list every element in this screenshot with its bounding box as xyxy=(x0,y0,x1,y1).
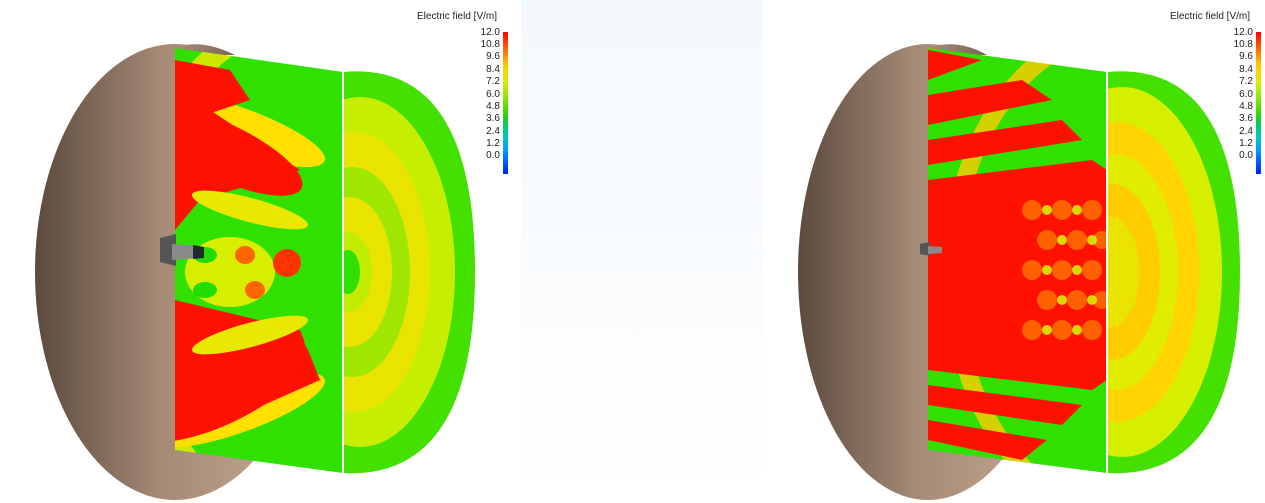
feed-horn xyxy=(920,242,942,256)
field-plot-left: Electric field [V/m] 12.0 10.8 9.6 8.4 7… xyxy=(0,0,521,503)
field-render-right xyxy=(798,44,1240,500)
tick-label: 3.6 xyxy=(1239,113,1253,124)
tick-label: 7.2 xyxy=(1239,76,1253,87)
tick-label: 9.6 xyxy=(486,51,500,62)
tick-label: 4.8 xyxy=(1239,101,1253,112)
feed-horn xyxy=(160,234,204,266)
tick-label: 1.2 xyxy=(486,138,500,149)
tick-label: 6.0 xyxy=(486,89,500,100)
tick-label: 8.4 xyxy=(1239,64,1253,75)
colorbar xyxy=(503,32,508,174)
tick-label: 2.4 xyxy=(486,126,500,137)
field-plane xyxy=(175,48,343,473)
tick-label: 4.8 xyxy=(486,101,500,112)
tick-label: 1.2 xyxy=(1239,138,1253,149)
field-plot-right: Electric field [V/m] 12.0 10.8 9.6 8.4 7… xyxy=(762,0,1265,503)
field-cap xyxy=(343,71,475,474)
field-render-left xyxy=(35,44,475,500)
tick-label: 10.8 xyxy=(480,39,500,50)
tick-label: 8.4 xyxy=(486,64,500,75)
legend-title: Electric field [V/m] xyxy=(417,11,498,22)
tick-label: 0.0 xyxy=(1239,150,1253,161)
tick-label: 9.6 xyxy=(1239,51,1253,62)
tick-label: 10.8 xyxy=(1233,39,1253,50)
tick-label: 7.2 xyxy=(486,76,500,87)
colorbar-ticks: 12.0 10.8 9.6 8.4 7.2 6.0 4.8 3.6 2.4 1.… xyxy=(1223,28,1253,178)
tick-label: 6.0 xyxy=(1239,89,1253,100)
tick-label: 12.0 xyxy=(480,27,500,38)
field-plane xyxy=(928,48,1107,473)
tick-label: 2.4 xyxy=(1239,126,1253,137)
tick-label: 3.6 xyxy=(486,113,500,124)
colorbar-ticks: 12.0 10.8 9.6 8.4 7.2 6.0 4.8 3.6 2.4 1.… xyxy=(470,28,500,178)
tick-label: 12.0 xyxy=(1233,27,1253,38)
colorbar xyxy=(1256,32,1261,174)
tick-label: 0.0 xyxy=(486,150,500,161)
legend-title: Electric field [V/m] xyxy=(1170,11,1251,22)
